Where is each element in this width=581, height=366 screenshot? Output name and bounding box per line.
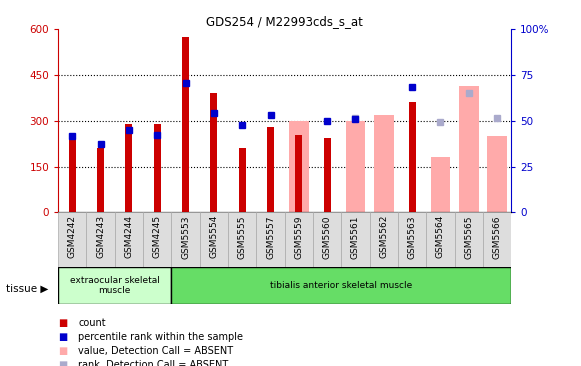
FancyBboxPatch shape [143,212,171,267]
Bar [324,138,331,212]
Text: GSM5563: GSM5563 [408,215,417,258]
Bar [374,115,394,212]
Text: GSM4243: GSM4243 [96,215,105,258]
Text: extraocular skeletal
muscle: extraocular skeletal muscle [70,276,160,295]
Text: ■: ■ [58,360,67,366]
FancyBboxPatch shape [115,212,143,267]
Text: GSM4242: GSM4242 [68,215,77,258]
Text: value, Detection Call = ABSENT: value, Detection Call = ABSENT [78,346,234,356]
Bar [210,93,217,212]
Bar [125,124,132,212]
FancyBboxPatch shape [483,212,511,267]
Text: ■: ■ [58,346,67,356]
Text: GSM4244: GSM4244 [124,215,134,258]
FancyBboxPatch shape [285,212,313,267]
FancyBboxPatch shape [455,212,483,267]
Text: GSM5564: GSM5564 [436,215,445,258]
FancyBboxPatch shape [171,212,200,267]
Text: GSM5554: GSM5554 [209,215,218,258]
Text: GSM5566: GSM5566 [493,215,501,258]
Text: GSM4245: GSM4245 [153,215,162,258]
Bar [487,136,507,212]
FancyBboxPatch shape [171,267,511,304]
FancyBboxPatch shape [58,212,87,267]
Text: GSM5557: GSM5557 [266,215,275,258]
Text: GSM5562: GSM5562 [379,215,388,258]
FancyBboxPatch shape [87,212,115,267]
FancyBboxPatch shape [342,212,370,267]
FancyBboxPatch shape [313,212,342,267]
FancyBboxPatch shape [398,212,426,267]
Text: ■: ■ [58,318,67,328]
Text: GSM5561: GSM5561 [351,215,360,258]
Text: GSM5555: GSM5555 [238,215,247,258]
Bar [154,124,161,212]
Bar [289,121,309,212]
Text: GSM5560: GSM5560 [322,215,332,258]
Text: ■: ■ [58,332,67,342]
Bar [295,134,302,212]
Text: GSM5559: GSM5559 [295,215,303,258]
Title: GDS254 / M22993cds_s_at: GDS254 / M22993cds_s_at [206,15,363,28]
Text: GSM5553: GSM5553 [181,215,190,258]
Text: count: count [78,318,106,328]
FancyBboxPatch shape [228,212,256,267]
Bar [408,102,415,212]
Text: tissue ▶: tissue ▶ [6,284,48,294]
Bar [69,139,76,212]
Text: percentile rank within the sample: percentile rank within the sample [78,332,243,342]
Bar [97,148,104,212]
Text: GSM5565: GSM5565 [464,215,474,258]
FancyBboxPatch shape [426,212,455,267]
FancyBboxPatch shape [370,212,398,267]
Bar [459,86,479,212]
Text: rank, Detection Call = ABSENT: rank, Detection Call = ABSENT [78,360,229,366]
Bar [431,157,450,212]
Text: tibialis anterior skeletal muscle: tibialis anterior skeletal muscle [270,281,413,290]
Bar [182,37,189,212]
Bar [346,121,365,212]
FancyBboxPatch shape [58,267,171,304]
FancyBboxPatch shape [200,212,228,267]
Bar [267,127,274,212]
FancyBboxPatch shape [256,212,285,267]
Bar [239,148,246,212]
